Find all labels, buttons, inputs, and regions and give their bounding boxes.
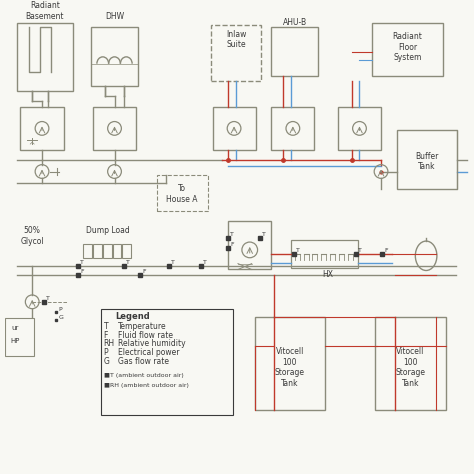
Text: Radiant
Basement: Radiant Basement [26, 1, 64, 20]
Text: DHW: DHW [105, 12, 124, 21]
Bar [375, 317, 446, 410]
Text: Dump Load: Dump Load [86, 226, 129, 235]
Text: Relative humidity: Relative humidity [118, 339, 186, 348]
Text: Vitocell
100
Storage
Tank: Vitocell 100 Storage Tank [395, 347, 426, 388]
Bar [93, 107, 136, 150]
Bar [210, 25, 262, 82]
Bar [255, 317, 325, 410]
Text: G: G [104, 357, 109, 366]
Text: T: T [203, 260, 207, 264]
Text: T: T [171, 260, 175, 264]
Text: HX: HX [323, 270, 334, 279]
Text: 50%
Glycol: 50% Glycol [20, 227, 44, 246]
Bar [101, 309, 233, 415]
Bar [20, 107, 64, 150]
Bar [372, 23, 443, 76]
Text: G: G [59, 316, 64, 320]
Text: Vitocell
100
Storage
Tank: Vitocell 100 Storage Tank [275, 347, 305, 388]
Text: Temperature: Temperature [118, 322, 167, 331]
Text: T: T [46, 296, 50, 301]
Text: To
House A: To House A [166, 184, 198, 204]
Bar [5, 319, 34, 356]
Text: Gas flow rate: Gas flow rate [118, 357, 169, 366]
Bar [103, 244, 111, 258]
Text: P: P [59, 307, 62, 311]
Text: T: T [80, 260, 84, 264]
Text: ■: ■ [104, 373, 109, 378]
Text: Radiant
Floor
System: Radiant Floor System [392, 32, 422, 62]
Text: T: T [104, 322, 109, 331]
Text: F: F [80, 269, 84, 274]
Text: HP: HP [10, 338, 19, 344]
Text: F: F [384, 248, 388, 253]
Text: Buffer
Tank: Buffer Tank [415, 152, 439, 172]
Text: Inlaw
Suite: Inlaw Suite [226, 29, 246, 49]
Text: T: T [262, 232, 265, 237]
Bar [17, 23, 73, 91]
Bar [228, 220, 271, 270]
Bar [271, 107, 314, 150]
Text: T: T [126, 260, 130, 264]
Text: Legend: Legend [116, 312, 150, 321]
Text: RH: RH [104, 339, 115, 348]
Text: ■: ■ [104, 383, 109, 388]
Bar [291, 240, 357, 267]
Bar [122, 244, 131, 258]
Text: P: P [104, 348, 109, 357]
Bar [397, 130, 457, 189]
Bar [271, 27, 319, 76]
Text: F: F [230, 242, 234, 247]
Text: RH (ambient outdoor air): RH (ambient outdoor air) [109, 383, 189, 388]
Text: T: T [230, 232, 234, 237]
Text: Fluid flow rate: Fluid flow rate [118, 331, 173, 340]
Text: F: F [104, 331, 108, 340]
Text: Electrical power: Electrical power [118, 348, 180, 357]
Bar [338, 107, 381, 150]
Text: T: T [357, 248, 361, 253]
Text: T: T [296, 248, 300, 253]
Bar [83, 244, 92, 258]
Text: T (ambient outdoor air): T (ambient outdoor air) [109, 373, 183, 378]
Text: ur: ur [11, 325, 18, 331]
Bar [91, 27, 138, 86]
Bar [112, 244, 121, 258]
Text: F: F [142, 269, 146, 274]
Text: AHU-B: AHU-B [283, 18, 307, 27]
Bar [156, 175, 208, 211]
Bar [93, 244, 102, 258]
Bar [212, 107, 255, 150]
